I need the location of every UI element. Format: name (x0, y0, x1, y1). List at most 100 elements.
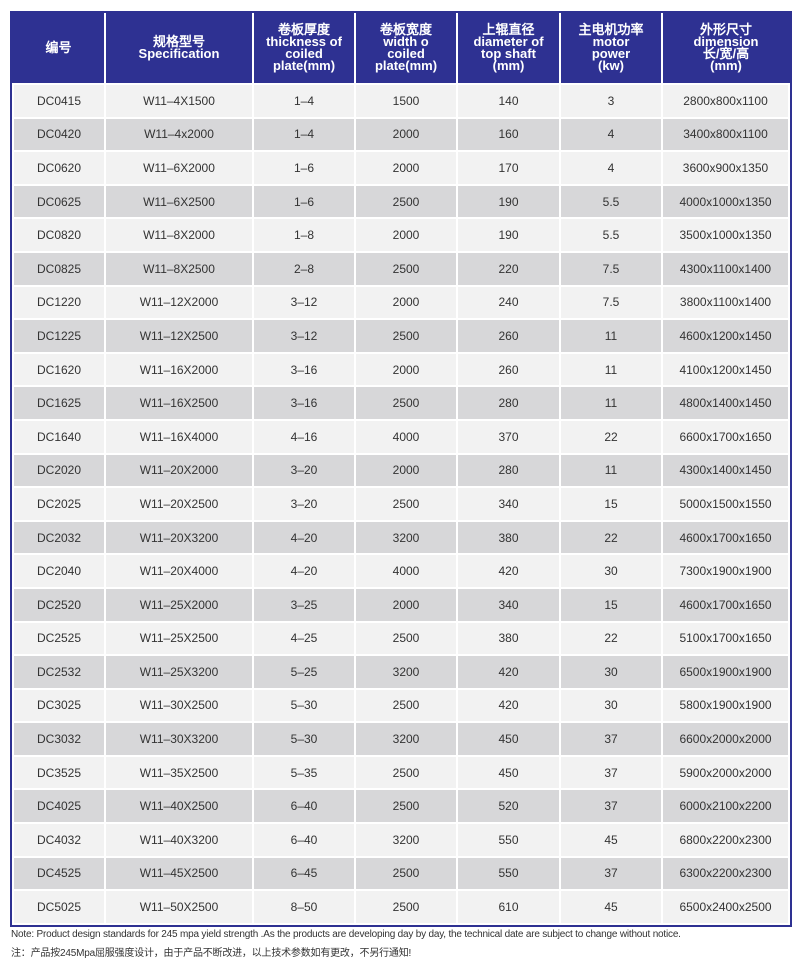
cell-dimension: 4100x1200x1450 (661, 351, 790, 388)
cell-specification: W11–25X2500 (104, 620, 254, 657)
table-row: DC1640 W11–16X4000 4–16 4000 370 22 6600x1700x… (12, 418, 790, 455)
cell-motor-power: 22 (559, 519, 663, 556)
cell-thickness: 6–40 (252, 822, 356, 858)
header-shaft-diameter: 上辊直径 diameter of top shaft (mm) (456, 13, 561, 84)
cell-thickness: 8–50 (252, 889, 356, 925)
cell-shaft-diameter: 550 (456, 822, 561, 858)
cell-thickness: 3–20 (252, 486, 356, 522)
cell-thickness: 4–25 (252, 620, 356, 657)
cell-thickness: 3–20 (252, 452, 356, 489)
table-row: DC4032 W11–40X3200 6–40 3200 550 45 6800x2200x… (12, 822, 790, 858)
cell-thickness: 4–20 (252, 519, 356, 556)
cell-motor-power: 3 (559, 83, 663, 119)
cell-motor-power: 15 (559, 486, 663, 522)
cell-code: DC2520 (12, 586, 106, 623)
cell-width: 4000 (354, 553, 458, 589)
cell-shaft-diameter: 420 (456, 687, 561, 724)
cell-code: DC5025 (12, 889, 106, 925)
cell-width: 3200 (354, 654, 458, 690)
cell-code: DC0620 (12, 150, 106, 186)
cell-motor-power: 7.5 (559, 250, 663, 287)
cell-specification: W11–8X2500 (104, 250, 254, 287)
cell-thickness: 5–25 (252, 654, 356, 690)
cell-thickness: 1–6 (252, 183, 356, 220)
header-line: 上辊直径 (482, 22, 535, 37)
header-line: 卷板厚度 (277, 22, 330, 37)
table-row: DC1620 W11–16X2000 3–16 2000 260 11 4100x1200x… (12, 351, 790, 388)
header-line: coiled (387, 46, 425, 61)
cell-dimension: 3800x1100x1400 (661, 284, 790, 321)
cell-thickness: 3–12 (252, 284, 356, 321)
spec-table-container: 编号 规格型号 Specification 卷板厚度 thickness of coile… (10, 11, 792, 927)
cell-specification: W11–20X3200 (104, 519, 254, 556)
cell-motor-power: 5.5 (559, 217, 663, 253)
table-row: DC5025 W11–50X2500 8–50 2500 610 45 6500x2400x… (12, 889, 790, 925)
cell-width: 1500 (354, 83, 458, 119)
cell-specification: W11–16X4000 (104, 418, 254, 455)
table-row: DC2040 W11–20X4000 4–20 4000 420 30 7300x1900x… (12, 553, 790, 589)
header-line: 外形尺寸 (699, 22, 752, 37)
cell-width: 3200 (354, 519, 458, 556)
table-row: DC2025 W11–20X2500 3–20 2500 340 15 5000x1500x… (12, 486, 790, 522)
note-chinese: 注：产品按245Mpa屈服强度设计，由于产品不断改进，以上技术参数如有更改，不另… (11, 948, 412, 959)
cell-shaft-diameter: 140 (456, 83, 561, 119)
cell-motor-power: 11 (559, 452, 663, 489)
cell-dimension: 5800x1900x1900 (661, 687, 790, 724)
cell-specification: W11–20X4000 (104, 553, 254, 589)
header-line: 编号 (45, 40, 72, 55)
cell-dimension: 5000x1500x1550 (661, 486, 790, 522)
cell-thickness: 3–12 (252, 318, 356, 354)
header-dimension: 外形尺寸 dimension 长/宽/高 (mm) (661, 13, 789, 84)
cell-code: DC4032 (12, 822, 106, 858)
cell-thickness: 5–30 (252, 721, 356, 757)
table-row: DC3032 W11–30X3200 5–30 3200 450 37 6600x2000x… (12, 721, 790, 757)
header-specification: 规格型号 Specification (104, 13, 254, 84)
cell-specification: W11–45X2500 (104, 855, 254, 892)
cell-width: 2500 (354, 855, 458, 892)
header-line: 主电机功率 (578, 22, 644, 37)
table-row: DC2520 W11–25X2000 3–25 2000 340 15 4600x1700x… (12, 586, 790, 623)
cell-dimension: 3400x800x1100 (661, 116, 790, 153)
cell-shaft-diameter: 280 (456, 385, 561, 421)
header-motor-power: 主电机功率 motor power (kw) (559, 13, 663, 84)
cell-thickness: 6–45 (252, 855, 356, 892)
cell-specification: W11–30X2500 (104, 687, 254, 724)
cell-code: DC3525 (12, 754, 106, 791)
cell-shaft-diameter: 450 (456, 754, 561, 791)
cell-specification: W11–6X2000 (104, 150, 254, 186)
cell-shaft-diameter: 190 (456, 217, 561, 253)
spec-table: 编号 规格型号 Specification 卷板厚度 thickness of coile… (12, 13, 790, 925)
cell-dimension: 6500x1900x1900 (661, 654, 790, 690)
header-line: Specification (138, 46, 220, 61)
cell-dimension: 6800x2200x2300 (661, 822, 790, 858)
cell-motor-power: 11 (559, 351, 663, 388)
cell-motor-power: 30 (559, 654, 663, 690)
cell-width: 2500 (354, 250, 458, 287)
cell-width: 3200 (354, 822, 458, 858)
cell-shaft-diameter: 220 (456, 250, 561, 287)
cell-motor-power: 45 (559, 822, 663, 858)
cell-code: DC1625 (12, 385, 106, 421)
header-line: width o (383, 34, 429, 49)
cell-motor-power: 37 (559, 721, 663, 757)
cell-shaft-diameter: 420 (456, 654, 561, 690)
cell-specification: W11–12X2500 (104, 318, 254, 354)
cell-width: 2000 (354, 586, 458, 623)
cell-thickness: 6–40 (252, 788, 356, 825)
header-line: 规格型号 (152, 34, 205, 49)
cell-code: DC0625 (12, 183, 106, 220)
cell-shaft-diameter: 550 (456, 855, 561, 892)
cell-width: 2000 (354, 351, 458, 388)
cell-specification: W11–8X2000 (104, 217, 254, 253)
table-header-row: 编号 规格型号 Specification 卷板厚度 thickness of coile… (13, 13, 789, 84)
cell-dimension: 5100x1700x1650 (661, 620, 790, 657)
cell-width: 2000 (354, 217, 458, 253)
header-line: thickness of (266, 34, 342, 49)
table-row: DC0420 W11–4x2000 1–4 2000 160 4 3400x800x1100 (12, 116, 790, 153)
cell-thickness: 5–35 (252, 754, 356, 791)
cell-thickness: 1–8 (252, 217, 356, 253)
cell-specification: W11–12X2000 (104, 284, 254, 321)
cell-shaft-diameter: 170 (456, 150, 561, 186)
cell-code: DC2525 (12, 620, 106, 657)
header-code: 编号 (13, 13, 106, 84)
